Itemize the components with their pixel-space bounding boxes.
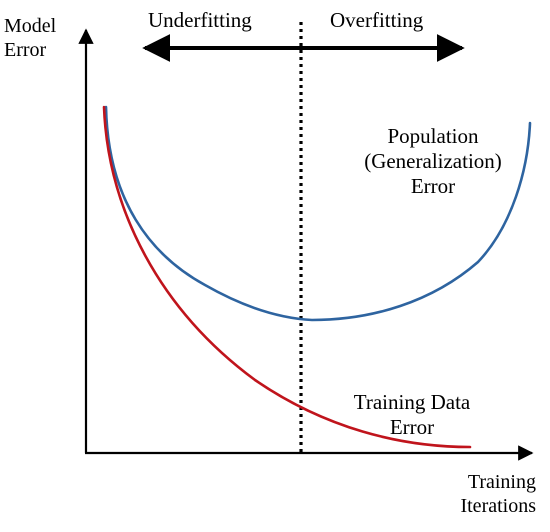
x-axis-label-line1: Training bbox=[467, 471, 536, 493]
population-error-label-line1: Population bbox=[387, 124, 479, 148]
overfitting-label: Overfitting bbox=[330, 8, 424, 32]
x-axis-label-line2: Iterations bbox=[460, 495, 536, 517]
training-error-curve bbox=[102, 105, 472, 449]
training-error-label-line2: Error bbox=[389, 415, 435, 440]
x-axis-label: Training Iterations bbox=[460, 470, 536, 518]
y-axis-label-line1: Model bbox=[4, 15, 57, 37]
population-error-label-line2: (Generalization) bbox=[364, 149, 502, 174]
training-error-label: Training Data Error bbox=[354, 390, 470, 440]
population-error-label: Population (Generalization) Error bbox=[364, 124, 502, 200]
population-error-label-line3: Error bbox=[410, 174, 456, 199]
underfitting-label: Underfitting bbox=[148, 8, 252, 32]
population-error-curve bbox=[104, 105, 532, 322]
training-error-label-line1: Training Data bbox=[353, 390, 471, 414]
y-axis-label: Model Error bbox=[4, 14, 56, 62]
y-axis-label-line2: Error bbox=[4, 39, 47, 61]
